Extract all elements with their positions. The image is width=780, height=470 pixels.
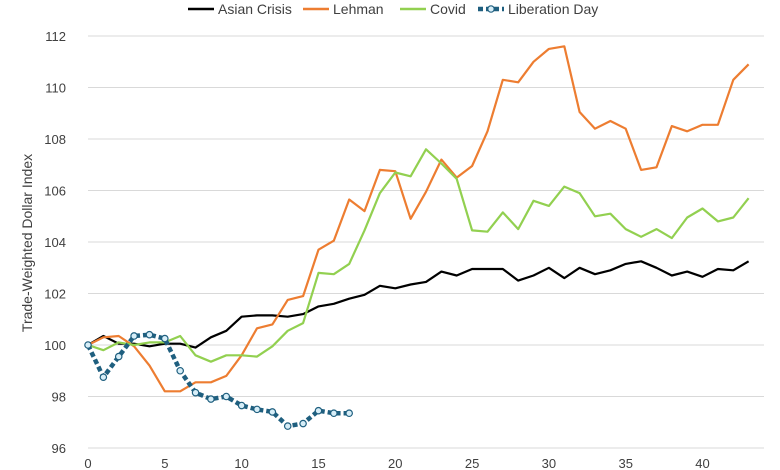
y-tick-label: 112 [45, 29, 66, 44]
data-point [314, 406, 323, 415]
data-point [176, 366, 184, 375]
legend: Asian Crisis Lehman Covid Liberation Day [188, 1, 598, 17]
y-tick-labels: 96 98 100 102 104 106 108 110 112 [44, 29, 66, 456]
y-tick-label: 106 [44, 184, 66, 199]
legend-label: Lehman [333, 1, 384, 17]
x-tick-label: 25 [465, 456, 479, 470]
series-asian-crisis [87, 260, 750, 349]
data-point [345, 409, 353, 418]
data-point [145, 330, 154, 339]
y-tick-label: 110 [45, 81, 66, 96]
x-tick-label: 0 [84, 456, 91, 470]
legend-item-asian-crisis: Asian Crisis [188, 1, 292, 17]
data-point [84, 341, 92, 349]
x-tick-label: 5 [161, 456, 168, 470]
series-line-covid [87, 148, 750, 363]
legend-label: Liberation Day [508, 1, 598, 17]
x-tick-label: 10 [234, 456, 248, 470]
legend-item-liberation-day: Liberation Day [478, 1, 598, 17]
x-tick-labels: 0 5 10 15 20 25 30 35 40 [84, 456, 709, 470]
y-tick-label: 108 [44, 132, 66, 147]
legend-item-covid: Covid [400, 1, 466, 17]
data-point [283, 422, 292, 430]
data-point [99, 373, 108, 381]
x-tick-label: 40 [695, 456, 709, 470]
x-tick-label: 30 [542, 456, 556, 470]
series-liberation-day [84, 330, 353, 430]
series-lehman [87, 45, 750, 393]
data-point [299, 419, 307, 428]
legend-label: Asian Crisis [218, 1, 292, 17]
y-tick-label: 96 [52, 441, 66, 456]
series-lines [84, 45, 750, 430]
y-tick-label: 100 [44, 338, 66, 353]
x-tick-label: 20 [388, 456, 402, 470]
data-point [191, 388, 200, 397]
series-line-asian-crisis [87, 260, 750, 349]
y-tick-label: 102 [44, 287, 66, 302]
series-covid [87, 148, 750, 363]
series-line-lehman [87, 45, 750, 393]
y-tick-label: 104 [44, 235, 66, 250]
legend-marker [487, 5, 495, 13]
data-point [237, 401, 246, 410]
y-axis-title: Trade-Weighted Dollar Index [19, 154, 35, 332]
x-tick-label: 15 [311, 456, 325, 470]
series-line-liberation-day [85, 332, 350, 429]
data-point [114, 352, 123, 361]
x-tick-label: 35 [618, 456, 632, 470]
data-point [222, 392, 231, 401]
legend-item-lehman: Lehman [303, 1, 384, 17]
data-point [207, 395, 215, 403]
data-point [330, 409, 338, 418]
data-point [161, 334, 169, 343]
legend-label: Covid [430, 1, 466, 17]
data-point [130, 332, 138, 340]
data-point [268, 408, 277, 416]
y-tick-label: 98 [52, 390, 66, 405]
data-point [253, 405, 261, 414]
